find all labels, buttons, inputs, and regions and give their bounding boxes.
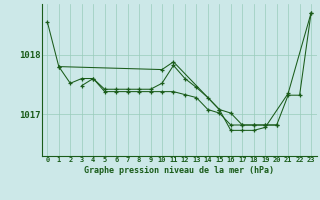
X-axis label: Graphe pression niveau de la mer (hPa): Graphe pression niveau de la mer (hPa) [84,166,274,175]
